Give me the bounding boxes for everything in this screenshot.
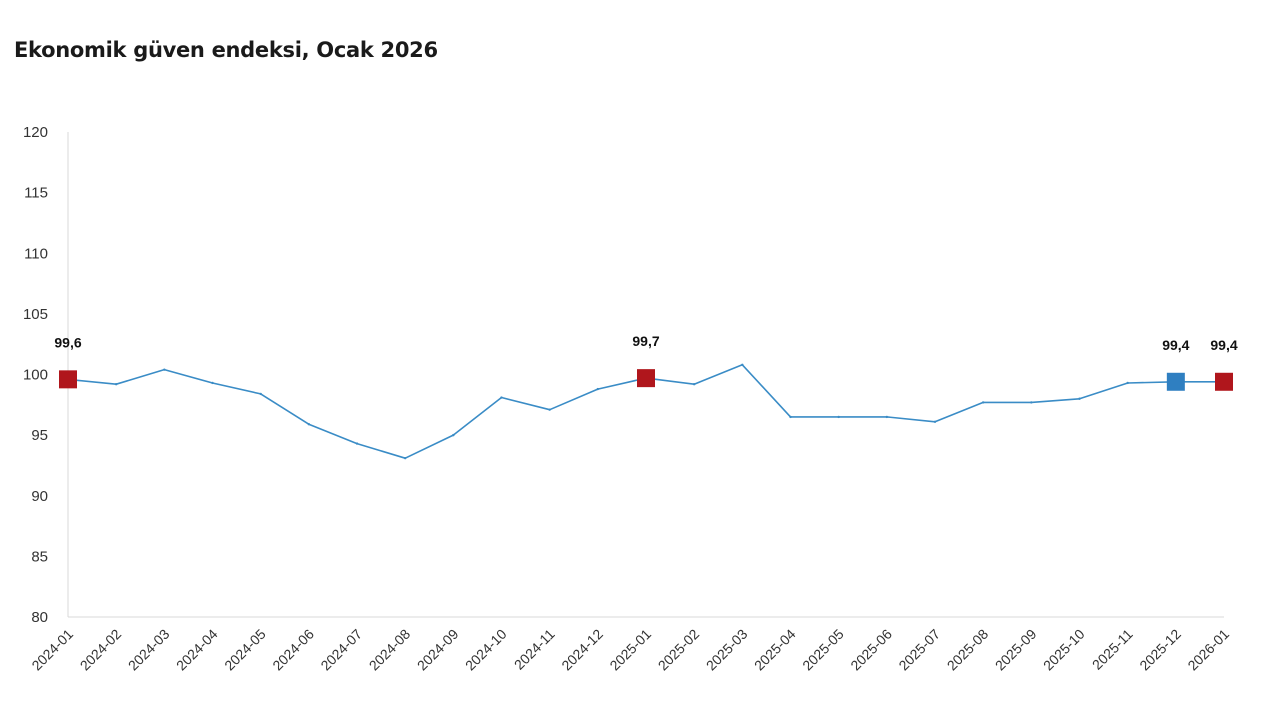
- x-tick-label: 2025-08: [944, 626, 992, 674]
- x-tick-label: 2025-09: [992, 626, 1040, 674]
- highlight-marker: [59, 370, 77, 389]
- x-tick-label: 2026-01: [1184, 626, 1232, 674]
- y-tick-label: 120: [23, 124, 48, 141]
- x-tick-label: 2024-11: [511, 626, 558, 673]
- data-point: [452, 433, 455, 437]
- x-tick-label: 2024-03: [125, 626, 173, 674]
- data-point: [307, 423, 311, 426]
- x-tick-label: 2024-04: [173, 626, 221, 674]
- y-tick-label: 115: [24, 185, 48, 202]
- x-tick-label: 2024-01: [28, 626, 76, 674]
- data-point: [114, 383, 118, 386]
- chart-title: Ekonomik güven endeksi, Ocak 2026: [14, 38, 438, 62]
- y-tick-label: 85: [31, 548, 48, 565]
- data-point: [981, 401, 985, 404]
- data-point: [211, 381, 214, 385]
- data-point: [837, 415, 840, 419]
- data-point: [548, 408, 551, 411]
- x-tick-label: 2025-07: [895, 626, 943, 674]
- data-label: 99,4: [1210, 337, 1237, 353]
- data-label: 99,4: [1162, 337, 1189, 353]
- y-tick-label: 100: [23, 367, 48, 384]
- x-tick-label: 2025-03: [703, 626, 751, 674]
- data-point: [1126, 381, 1129, 385]
- data-point: [596, 387, 600, 391]
- highlight-marker: [637, 369, 655, 388]
- x-tick-label: 2025-06: [847, 626, 895, 674]
- data-point: [885, 415, 889, 419]
- y-tick-label: 110: [24, 245, 48, 262]
- data-point: [741, 363, 744, 366]
- x-tick-label: 2025-12: [1136, 626, 1184, 674]
- x-tick-label: 2024-05: [221, 626, 269, 674]
- x-tick-label: 2025-11: [1089, 626, 1136, 673]
- data-point: [163, 368, 166, 371]
- x-tick-label: 2024-06: [269, 626, 317, 674]
- x-tick-label: 2025-02: [655, 626, 703, 674]
- x-tick-label: 2025-05: [799, 626, 847, 674]
- data-point: [500, 396, 503, 399]
- x-tick-label: 2024-10: [462, 626, 510, 674]
- y-tick-label: 90: [31, 488, 48, 505]
- x-tick-label: 2024-07: [317, 626, 365, 674]
- x-tick-label: 2024-08: [366, 626, 414, 674]
- x-tick-label: 2024-09: [414, 626, 462, 674]
- data-point: [355, 442, 359, 445]
- data-point: [933, 420, 937, 423]
- x-tick-label: 2024-12: [558, 626, 606, 674]
- data-point: [1030, 401, 1033, 404]
- x-tick-label: 2024-02: [77, 626, 125, 674]
- data-label: 99,7: [632, 333, 659, 349]
- highlight-marker: [1215, 372, 1233, 391]
- data-point: [789, 415, 792, 419]
- data-point: [259, 392, 262, 396]
- x-tick-label: 2025-01: [606, 626, 654, 674]
- x-tick-label: 2025-10: [1040, 626, 1088, 674]
- y-tick-label: 95: [31, 427, 48, 444]
- x-tick-label: 2025-04: [751, 626, 799, 674]
- y-tick-label: 80: [31, 609, 48, 626]
- highlight-marker: [1166, 372, 1185, 391]
- data-point: [692, 383, 696, 386]
- data-label: 99,6: [54, 334, 81, 350]
- data-point: [403, 456, 407, 460]
- y-tick-label: 105: [23, 306, 48, 323]
- data-point: [1078, 397, 1081, 400]
